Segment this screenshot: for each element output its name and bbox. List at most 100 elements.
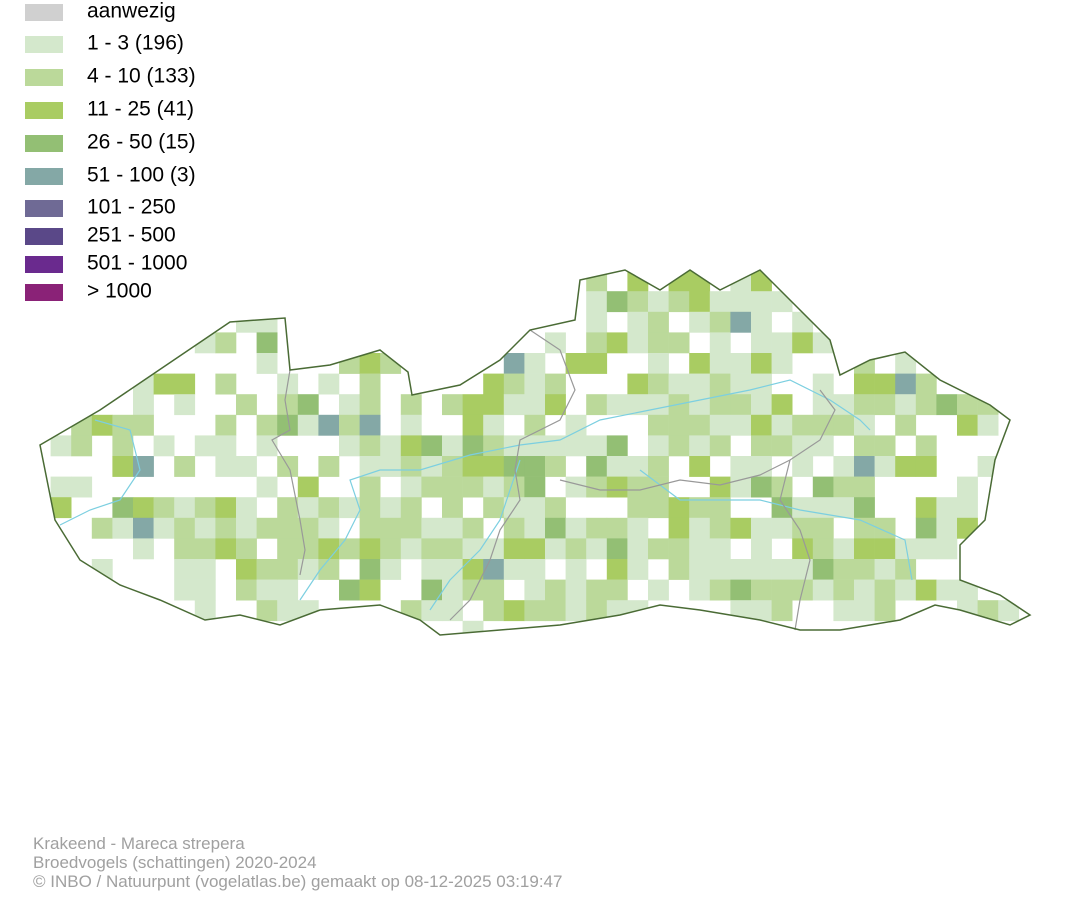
map-cell <box>565 579 587 601</box>
map-cell <box>545 332 566 354</box>
map-cell <box>503 517 525 539</box>
map-cell <box>215 373 237 395</box>
map-cell <box>503 538 525 560</box>
map-cell <box>524 373 546 395</box>
map-cell <box>915 373 937 395</box>
map-cell <box>524 435 546 457</box>
map-cell <box>689 353 711 374</box>
map-cell <box>545 517 566 539</box>
map-cell <box>895 559 917 580</box>
map-cell <box>854 373 875 395</box>
map-cell <box>936 538 958 560</box>
map-cell <box>751 291 772 313</box>
map-cell <box>483 497 505 519</box>
map-cell <box>586 353 608 374</box>
map-cell <box>792 538 814 560</box>
map-cell <box>174 373 196 395</box>
map-cell <box>689 435 711 457</box>
map-cell <box>442 456 463 477</box>
map-cell <box>648 373 669 395</box>
map-cell <box>648 414 669 436</box>
map-cell <box>442 517 463 539</box>
map-cell <box>854 476 875 498</box>
map-cell <box>730 311 752 333</box>
map-cell <box>256 311 278 333</box>
map-cell <box>359 559 381 580</box>
map-cell <box>709 332 731 354</box>
map-cell <box>215 456 237 477</box>
map-cell <box>586 394 608 416</box>
map-cell <box>483 559 505 580</box>
map-cell <box>812 476 834 498</box>
map-cell <box>874 456 896 477</box>
map-cell <box>174 538 196 560</box>
map-cell <box>833 559 855 580</box>
map-cell <box>709 373 731 395</box>
map-cell <box>462 456 484 477</box>
map-cell <box>812 435 834 457</box>
map-cell <box>606 538 628 560</box>
map-cell <box>256 559 278 580</box>
map-cell <box>380 435 402 457</box>
map-cell <box>915 394 937 416</box>
map-cell <box>524 538 546 560</box>
map-cell <box>545 600 566 622</box>
map-cell <box>915 517 937 539</box>
map-cell <box>627 332 649 354</box>
map-cell <box>586 476 608 498</box>
map-cell <box>586 538 608 560</box>
map-cell <box>524 559 546 580</box>
map-cell <box>297 600 319 622</box>
legend-label: > 1000 <box>87 280 152 303</box>
map-cell <box>359 538 381 560</box>
map-cell <box>277 559 299 580</box>
map-cell <box>318 517 340 539</box>
map-cell <box>586 435 608 457</box>
map-cell <box>648 353 669 374</box>
map-cell <box>854 435 875 457</box>
legend-label: 1 - 3 (196) <box>87 32 184 55</box>
map-cell <box>277 414 299 436</box>
map-cell <box>215 435 237 457</box>
map-cell <box>709 559 731 580</box>
map-cell <box>112 456 134 477</box>
footer-line: Broedvogels (schattingen) 2020-2024 <box>33 853 317 872</box>
map-cell <box>462 476 484 498</box>
legend-swatch <box>25 256 63 273</box>
map-cell <box>606 579 628 601</box>
map-cell <box>668 538 690 560</box>
river <box>639 469 913 581</box>
map-cell <box>730 559 752 580</box>
map-cell <box>771 517 793 539</box>
map-cell <box>792 517 814 539</box>
map-cells <box>50 270 1020 635</box>
map-cell <box>586 579 608 601</box>
map-cell <box>854 538 875 560</box>
map-cell <box>236 311 257 333</box>
map-cell <box>256 332 278 354</box>
map-cell <box>957 414 978 436</box>
map-cell <box>524 517 546 539</box>
map-cell <box>442 538 463 560</box>
map-cell <box>751 353 772 374</box>
map-cell <box>689 497 711 519</box>
map-cell <box>380 456 402 477</box>
map-cell <box>771 435 793 457</box>
map-cell <box>998 600 1020 622</box>
map-cell <box>442 559 463 580</box>
map-cell <box>524 456 546 477</box>
map-cell <box>874 579 896 601</box>
map-cell <box>771 353 793 374</box>
map-cell <box>133 538 154 560</box>
map-cell <box>503 394 525 416</box>
map-cell <box>462 538 484 560</box>
map-cell <box>194 600 216 622</box>
map-cell <box>524 394 546 416</box>
map-cell <box>689 517 711 539</box>
map-cell <box>565 435 587 457</box>
map-cell <box>895 353 917 374</box>
map-cell <box>709 517 731 539</box>
map-cell <box>462 517 484 539</box>
map-cell <box>462 435 484 457</box>
